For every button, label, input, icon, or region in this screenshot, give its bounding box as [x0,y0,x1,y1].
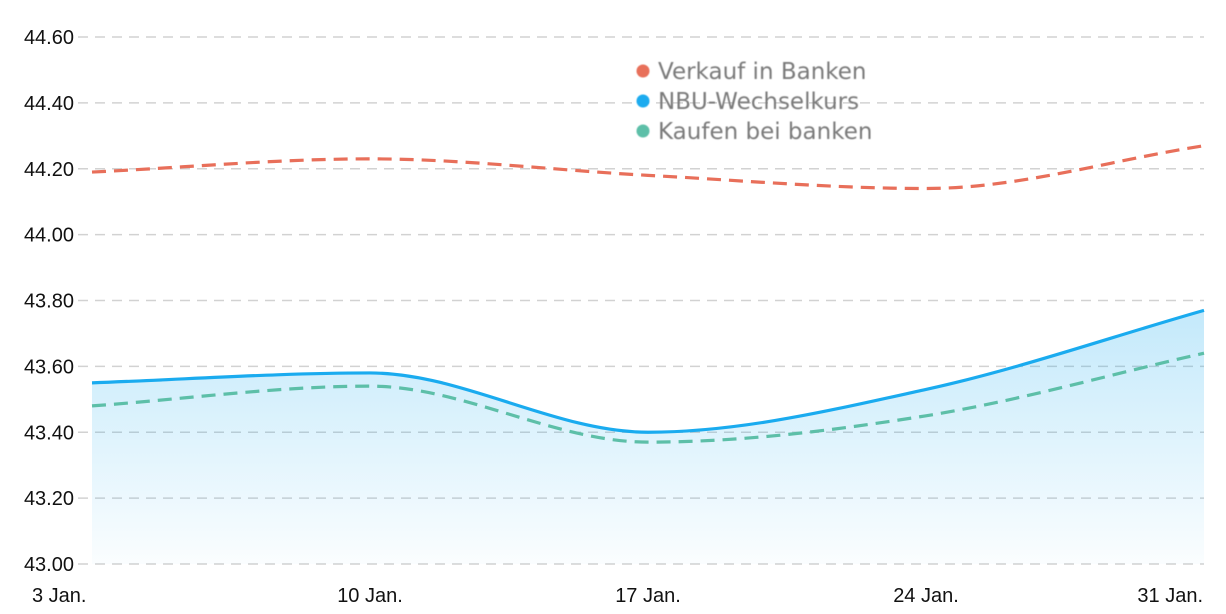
x-tick-label: 31 Jan. [1137,585,1203,607]
data-point-verkauf-in-banken[interactable] [367,156,373,162]
data-point-verkauf-in-banken[interactable] [923,186,929,192]
data-point-nbu-wechselkurs[interactable] [645,429,651,435]
data-point-kaufen-bei-banken[interactable] [89,403,95,409]
series-line-nbu-wechselkurs [91,308,1205,434]
y-tick-label: 44.20 [24,159,74,181]
x-tick-label: 10 Jan. [337,585,403,607]
legend-marker [636,64,650,78]
data-point-kaufen-bei-banken[interactable] [367,383,373,389]
data-point-nbu-wechselkurs[interactable] [1201,307,1207,313]
y-tick-label: 43.80 [24,291,74,313]
data-point-nbu-wechselkurs[interactable] [923,386,929,392]
lines-layer [91,144,1205,444]
legend-label: NBU-Wechselkurs [658,89,859,115]
y-tick-label: 44.40 [24,93,74,115]
data-point-kaufen-bei-banken[interactable] [1201,350,1207,356]
legend: Verkauf in Banken NBU-Wechselkurs Kaufen b… [636,59,872,145]
legend-marker [636,124,650,138]
x-tick-label: 17 Jan. [615,585,681,607]
legend-label: Verkauf in Banken [658,59,867,85]
y-tick-label: 43.40 [24,422,74,444]
series-area-nbu-wechselkurs [92,310,1204,564]
y-tick-label: 43.20 [24,488,74,510]
data-point-kaufen-bei-banken[interactable] [645,439,651,445]
data-point-verkauf-in-banken[interactable] [1201,143,1207,149]
area-layer [92,310,1204,564]
data-point-verkauf-in-banken[interactable] [645,172,651,178]
y-axis: 43.00 43.20 43.40 43.60 43.80 44.00 44.20 44.40… [24,27,74,576]
series-line-verkauf-in-banken [91,144,1205,191]
data-point-nbu-wechselkurs[interactable] [367,370,373,376]
x-axis: 3 Jan. 10 Jan. 17 Jan. 24 Jan. 31 Jan. [32,585,1203,607]
data-point-verkauf-in-banken[interactable] [89,169,95,175]
y-tick-label: 43.60 [24,356,74,378]
x-tick-label: 3 Jan. [32,585,86,607]
x-tick-label: 24 Jan. [893,585,959,607]
y-tick-label: 43.00 [24,554,74,576]
y-tick-label: 44.60 [24,27,74,49]
data-point-kaufen-bei-banken[interactable] [923,413,929,419]
series-line-kaufen-bei-banken [91,351,1205,444]
data-point-nbu-wechselkurs[interactable] [89,380,95,386]
legend-label: Kaufen bei banken [658,119,872,145]
legend-marker [636,94,650,108]
y-tick-label: 44.00 [24,225,74,247]
